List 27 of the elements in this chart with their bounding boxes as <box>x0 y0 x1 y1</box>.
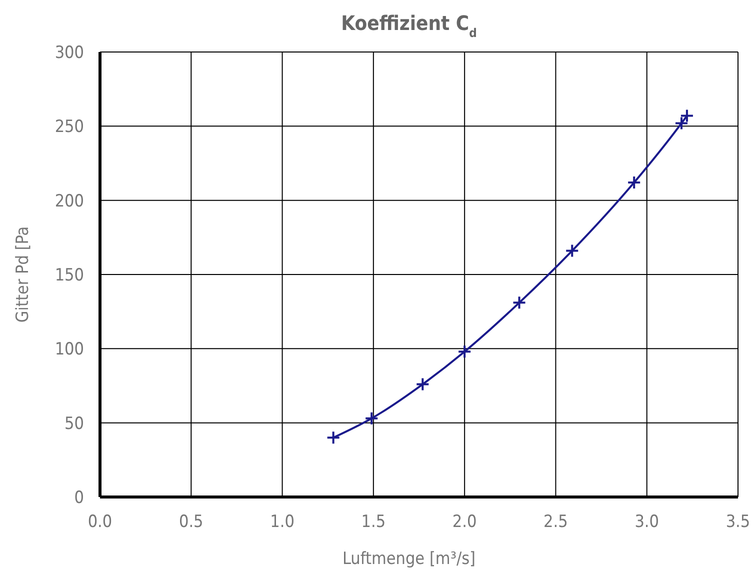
x-tick-label: 2.0 <box>452 512 477 532</box>
point <box>326 430 340 445</box>
point <box>680 108 694 123</box>
y-tick-label: 250 <box>54 117 84 138</box>
chart-title: Koeffizient C$_{d}$ <box>341 11 477 40</box>
y-tick-label: 200 <box>54 191 84 212</box>
x-tick-label: 1.0 <box>270 512 294 532</box>
x-axis-title: Luftmenge [m³/s] <box>342 549 476 569</box>
y-tick-label: 0 <box>74 488 84 508</box>
x-tick-label: 1.5 <box>361 512 386 532</box>
y-tick-label: 150 <box>54 266 84 286</box>
y-tick-label: 50 <box>64 414 84 434</box>
point <box>364 411 379 426</box>
y-axis-title: Gitter Pd [Pa <box>13 226 33 323</box>
y-tick-label: 100 <box>54 340 84 360</box>
x-tick-label: 0.0 <box>88 512 112 532</box>
x-tick-label: 0.5 <box>178 512 204 532</box>
x-tick-label: 3.0 <box>634 512 660 532</box>
point <box>627 176 642 190</box>
point <box>458 344 472 359</box>
point <box>416 377 430 392</box>
y-tick-label: 300 <box>54 43 84 63</box>
x-tick-label: 3.5 <box>726 512 750 532</box>
point <box>512 296 526 310</box>
point <box>565 244 580 258</box>
x-tick-label: 2.5 <box>544 512 568 532</box>
point <box>674 116 688 130</box>
